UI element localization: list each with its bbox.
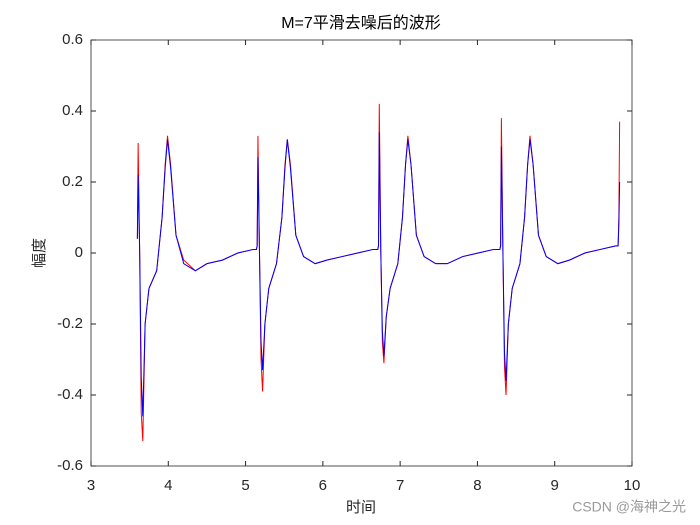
x-tick-label: 9 <box>551 477 559 494</box>
x-axis-label: 时间 <box>346 499 376 516</box>
y-tick-label: 0 <box>75 244 83 261</box>
x-tick-label: 6 <box>319 477 327 494</box>
chart-title: M=7平滑去噪后的波形 <box>281 14 441 32</box>
x-tick-label: 3 <box>87 477 95 494</box>
y-axis-label: 幅度 <box>31 238 48 268</box>
y-tick-label: 0.2 <box>62 173 83 190</box>
y-tick-label: -0.2 <box>57 315 83 332</box>
x-tick-label: 5 <box>241 477 249 494</box>
y-tick-label: 0.4 <box>62 102 83 119</box>
x-tick-label: 10 <box>624 477 641 494</box>
y-tick-label: -0.6 <box>57 457 83 474</box>
y-tick-label: -0.4 <box>57 386 83 403</box>
x-tick-label: 7 <box>396 477 404 494</box>
x-tick-label: 8 <box>473 477 481 494</box>
y-tick-label: 0.6 <box>62 31 83 48</box>
signal-line <box>136 132 621 417</box>
x-tick-label: 4 <box>164 477 172 494</box>
watermark: CSDN @海神之光 <box>572 499 686 515</box>
